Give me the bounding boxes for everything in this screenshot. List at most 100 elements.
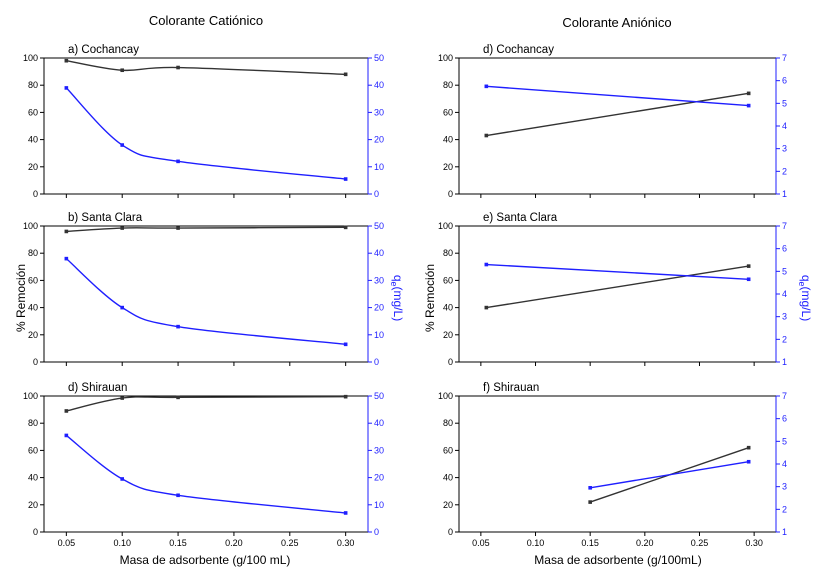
column-title-cationic: Colorante Catiónico <box>149 13 263 28</box>
right-y-axis-title-q: q <box>391 275 405 282</box>
right-y-tick-label: 7 <box>782 53 787 63</box>
right-y-tick-label: 10 <box>374 500 384 510</box>
left-y-tick-label: 20 <box>28 162 38 172</box>
qe-data-point <box>64 86 69 90</box>
left-y-tick-label: 20 <box>443 330 453 340</box>
left-y-tick-label: 60 <box>28 275 38 285</box>
right-y-tick-label: 50 <box>374 53 384 63</box>
qe-data-point <box>64 256 69 261</box>
removal-data-point <box>120 226 125 230</box>
right-y-tick-label: 50 <box>374 391 384 401</box>
right-y-tick-label: 30 <box>374 275 384 285</box>
right-y-tick-label: 5 <box>782 436 787 446</box>
right-y-tick-label: 1 <box>782 189 787 199</box>
chart-panel: a) Cochancay 0 20 40 60 80 100 0 10 20 30 40 50 <box>23 44 384 199</box>
qe-data-point <box>746 459 751 464</box>
right-y-axis-title-unit: (mg/L) <box>799 287 813 322</box>
left-y-tick-label: 80 <box>28 418 38 428</box>
qe-data-point <box>176 159 180 164</box>
qe-data-point <box>343 511 348 515</box>
right-y-axis-title-anionic: qe(mg/L) <box>797 275 813 321</box>
left-y-tick-label: 80 <box>28 248 38 258</box>
removal-series-line <box>486 92 749 137</box>
left-y-tick-label: 80 <box>28 80 38 90</box>
qe-data-point <box>484 84 489 89</box>
x-tick-label: 0.25 <box>691 538 709 548</box>
right-y-tick-label: 0 <box>374 527 379 537</box>
left-y-axis-title-cationic: % Remoción <box>14 264 28 332</box>
right-y-axis-title-cationic: qe(mg/L) <box>389 275 405 321</box>
left-y-tick-label: 40 <box>28 135 38 145</box>
left-y-axis-title-anionic: % Remoción <box>423 264 437 332</box>
right-y-tick-label: 50 <box>374 221 384 231</box>
left-y-tick-label: 100 <box>438 221 453 231</box>
x-tick-label: 0.05 <box>58 538 76 548</box>
right-y-tick-label: 3 <box>782 482 787 492</box>
removal-series-line <box>66 60 346 76</box>
qe-data-point <box>343 342 348 347</box>
right-y-tick-label: 40 <box>374 80 384 90</box>
x-tick-label: 0.20 <box>636 538 654 548</box>
qe-data-point <box>120 143 125 147</box>
right-y-tick-label: 6 <box>782 76 787 86</box>
removal-data-point <box>343 394 348 399</box>
removal-data-point <box>120 68 125 73</box>
left-y-tick-label: 100 <box>438 53 453 63</box>
right-y-tick-label: 30 <box>374 107 384 117</box>
removal-data-point <box>64 229 69 234</box>
panel-title: e) Santa Clara <box>483 212 558 224</box>
right-y-tick-label: 7 <box>782 391 787 401</box>
left-y-tick-label: 0 <box>448 357 453 367</box>
left-y-tick-label: 60 <box>28 445 38 455</box>
removal-data-point <box>746 445 751 450</box>
removal-data-point <box>588 500 592 504</box>
panel-title: f) Shirauan <box>483 382 539 394</box>
removal-data-point <box>176 395 180 400</box>
left-y-tick-label: 40 <box>28 303 38 313</box>
right-y-axis-title-sub: e <box>389 282 399 287</box>
left-y-tick-label: 100 <box>23 221 38 231</box>
left-y-tick-label: 0 <box>33 527 38 537</box>
qe-data-point <box>588 486 592 490</box>
qe-series-line <box>65 258 346 346</box>
qe-series-line <box>590 461 749 489</box>
x-axis-title-anionic: Masa de adsorbente (g/100mL) <box>534 553 701 567</box>
left-y-tick-label: 20 <box>28 330 38 340</box>
left-y-tick-label: 20 <box>443 500 453 510</box>
right-y-axis-title-unit: (mg/L) <box>391 287 405 322</box>
right-y-tick-label: 6 <box>782 244 787 254</box>
left-y-tick-label: 100 <box>438 391 453 401</box>
right-y-tick-label: 1 <box>782 357 787 367</box>
panel-title: d) Cochancay <box>483 44 554 56</box>
right-y-tick-label: 4 <box>782 459 787 469</box>
right-y-tick-label: 2 <box>782 504 787 514</box>
right-y-tick-label: 6 <box>782 414 787 424</box>
right-y-tick-label: 2 <box>782 334 787 344</box>
removal-data-point <box>343 72 348 77</box>
removal-data-point <box>64 409 69 413</box>
removal-series-line <box>66 395 346 412</box>
qe-series-line <box>65 87 346 180</box>
chart-panel: f) Shirauan 0.05 0.10 0.15 0.20 0.25 0.30 0 20 40… <box>438 382 787 548</box>
removal-data-point <box>746 91 751 96</box>
removal-data-point <box>484 133 489 138</box>
left-y-tick-label: 60 <box>443 275 453 285</box>
left-y-tick-label: 100 <box>23 391 38 401</box>
chart-panel: d) Cochancay 0 20 40 60 80 100 1 2 3 4 5 6 7 <box>438 44 787 199</box>
chart-panel: d) Shirauan 0.05 0.10 0.15 0.20 0.25 0.30 0 20 40… <box>23 382 384 548</box>
panel-title: a) Cochancay <box>68 44 139 56</box>
left-y-tick-label: 0 <box>33 189 38 199</box>
removal-series-line <box>66 226 346 233</box>
right-y-axis-title-sub: e <box>797 282 807 287</box>
left-y-tick-label: 0 <box>33 357 38 367</box>
left-y-tick-label: 60 <box>28 107 38 117</box>
right-y-tick-label: 20 <box>374 135 384 145</box>
removal-data-point <box>343 225 348 230</box>
qe-data-point <box>746 103 751 108</box>
x-tick-label: 0.10 <box>113 538 131 548</box>
right-y-tick-label: 4 <box>782 121 787 131</box>
removal-series-line <box>486 265 749 309</box>
right-y-tick-label: 2 <box>782 166 787 176</box>
qe-data-point <box>64 433 69 438</box>
